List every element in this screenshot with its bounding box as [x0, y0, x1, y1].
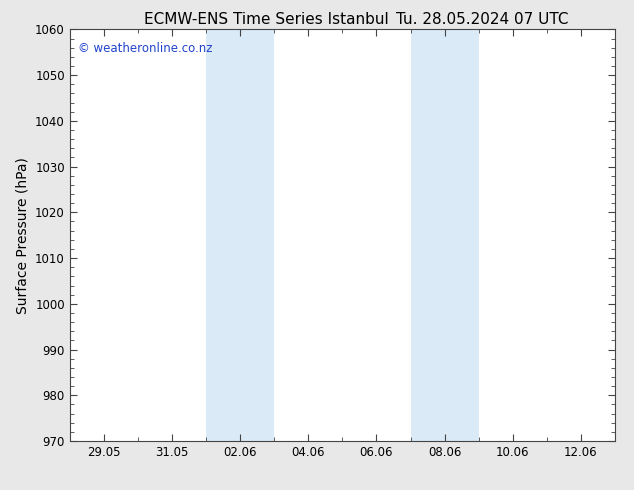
Y-axis label: Surface Pressure (hPa): Surface Pressure (hPa)	[16, 157, 30, 314]
Text: ECMW-ENS Time Series Istanbul: ECMW-ENS Time Series Istanbul	[144, 12, 389, 27]
Text: Tu. 28.05.2024 07 UTC: Tu. 28.05.2024 07 UTC	[396, 12, 568, 27]
Text: © weatheronline.co.nz: © weatheronline.co.nz	[78, 42, 212, 55]
Bar	[411, 29, 479, 441]
Bar	[206, 29, 275, 441]
